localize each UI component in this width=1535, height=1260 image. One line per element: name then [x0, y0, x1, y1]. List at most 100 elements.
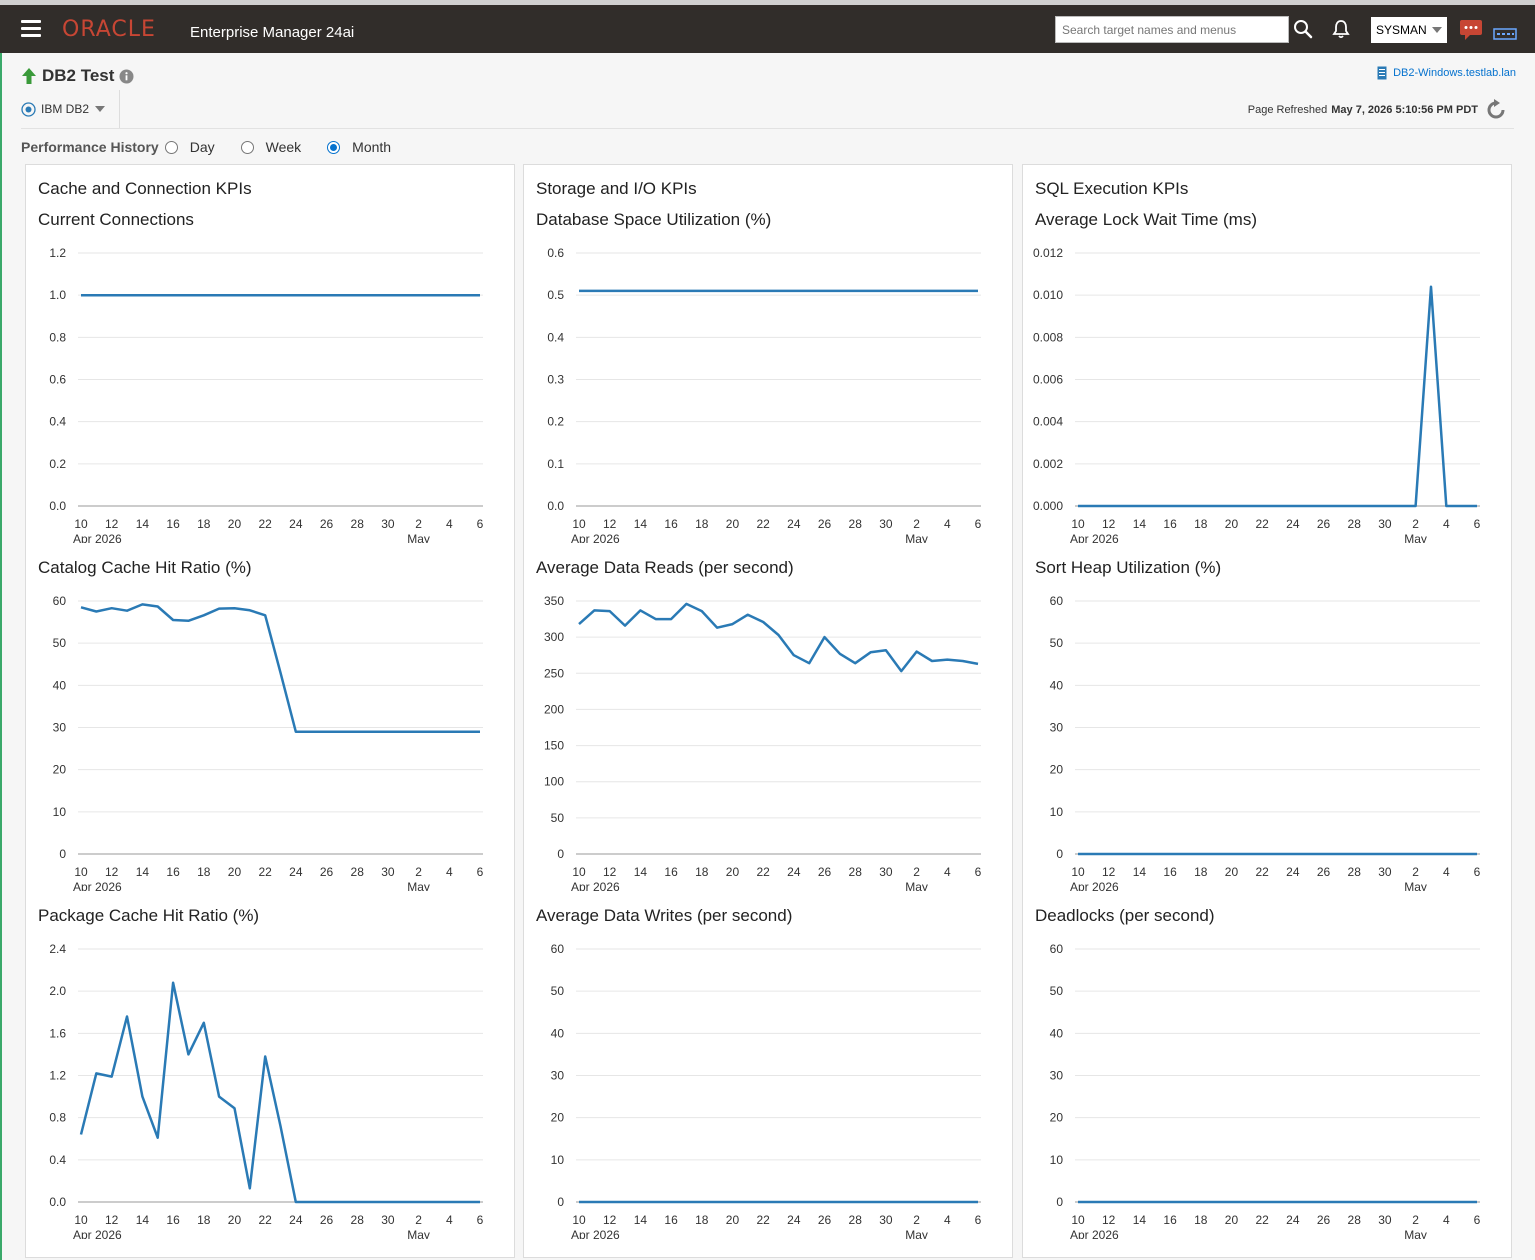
panel-cache-connection: Cache and Connection KPIs Current Connec… — [25, 164, 515, 1258]
chevron-down-icon — [1432, 27, 1442, 33]
x-tick-label: 2 — [415, 865, 422, 879]
y-tick-label: 30 — [551, 1069, 565, 1083]
info-icon[interactable] — [119, 69, 134, 84]
y-tick-label: 0 — [59, 847, 66, 861]
radio-week-button[interactable] — [240, 140, 254, 154]
x-tick-label: 26 — [320, 865, 334, 879]
x-tick-label: 20 — [228, 1213, 242, 1227]
x-tick-label: 2 — [913, 1213, 920, 1227]
x-tick-label: 16 — [664, 517, 678, 531]
x-tick-label: 26 — [1317, 517, 1331, 531]
x-month-label: May — [905, 532, 928, 543]
refresh-icon[interactable] — [1484, 98, 1508, 122]
y-tick-label: 200 — [544, 702, 564, 716]
y-tick-label: 0.002 — [1033, 457, 1063, 471]
x-tick-label: 16 — [166, 1213, 180, 1227]
x-tick-label: 26 — [1317, 865, 1331, 879]
radio-month-button[interactable] — [327, 140, 341, 154]
y-tick-label: 150 — [544, 739, 564, 753]
x-tick-label: 28 — [849, 517, 863, 531]
x-tick-label: 28 — [849, 865, 863, 879]
series-line — [578, 602, 979, 673]
x-tick-label: 20 — [1225, 865, 1239, 879]
x-tick-label: 2 — [1412, 865, 1419, 879]
y-tick-label: 40 — [1050, 678, 1064, 692]
chat-icon[interactable] — [1459, 19, 1483, 41]
y-tick-label: 0.008 — [1033, 330, 1063, 344]
x-tick-label: 24 — [289, 1213, 303, 1227]
x-tick-label: 18 — [197, 1213, 211, 1227]
x-tick-label: 28 — [849, 1213, 863, 1227]
x-tick-label: 20 — [1225, 517, 1239, 531]
x-tick-label: 26 — [320, 517, 334, 531]
y-tick-label: 10 — [1050, 805, 1064, 819]
chart-package-cache-hit-ratio: 2.42.01.61.20.80.40.010 12 14 16 18 20 22 24 26 2… — [49, 942, 483, 1239]
radio-month[interactable]: Month — [327, 139, 391, 155]
radio-day-button[interactable] — [164, 140, 178, 154]
x-month-label: May — [905, 1228, 928, 1239]
x-tick-label: 30 — [381, 1213, 395, 1227]
x-tick-label: 22 — [756, 517, 770, 531]
radio-day-label: Day — [189, 139, 215, 155]
x-tick-label: 28 — [351, 865, 365, 879]
panel-title: Cache and Connection KPIs — [38, 179, 252, 198]
x-tick-label: 30 — [1378, 517, 1392, 531]
performance-history-selector: Performance History Day Week Month — [21, 138, 417, 156]
x-tick-label: 10 — [1071, 865, 1085, 879]
chart-database-space-utilization: 0.60.50.40.30.20.10.010 12 14 16 18 20 22 24 26 2… — [547, 246, 981, 543]
chart-title: Sort Heap Utilization (%) — [1035, 558, 1222, 577]
y-tick-label: 60 — [1050, 594, 1064, 608]
y-tick-label: 0.010 — [1033, 288, 1063, 302]
host-link[interactable]: DB2-Windows.testlab.lan — [1377, 66, 1516, 80]
y-tick-label: 10 — [551, 1153, 565, 1167]
x-tick-label: 18 — [1194, 517, 1208, 531]
x-tick-label: 28 — [1348, 1213, 1362, 1227]
user-menu[interactable]: SYSMAN — [1371, 17, 1447, 43]
x-tick-label: 24 — [1286, 1213, 1300, 1227]
hamburger-menu-icon[interactable] — [21, 20, 41, 38]
y-tick-label: 0.000 — [1033, 499, 1063, 513]
x-tick-label: 16 — [1163, 865, 1177, 879]
x-tick-label: 22 — [1255, 1213, 1269, 1227]
x-tick-label: 14 — [136, 865, 150, 879]
left-accent-strip — [0, 53, 2, 1260]
search-input[interactable] — [1055, 16, 1289, 43]
bell-icon[interactable] — [1331, 19, 1351, 39]
x-month-label: Apr 2026 — [1070, 532, 1119, 543]
y-tick-label: 40 — [53, 678, 67, 692]
x-tick-label: 10 — [1071, 517, 1085, 531]
x-tick-label: 18 — [695, 1213, 709, 1227]
x-tick-label: 22 — [258, 1213, 272, 1227]
radio-day[interactable]: Day — [164, 139, 215, 155]
chart-current-connections: 1.21.00.80.60.40.20.010 12 14 16 18 20 22 24 26 2… — [49, 246, 483, 543]
y-tick-label: 20 — [1050, 1111, 1064, 1125]
x-tick-label: 4 — [1443, 517, 1450, 531]
y-tick-label: 1.2 — [49, 1069, 66, 1083]
target-type-icon — [21, 101, 36, 117]
y-tick-label: 0.012 — [1033, 246, 1063, 260]
x-tick-label: 6 — [975, 1213, 982, 1227]
app-status-icon[interactable] — [1493, 27, 1517, 41]
x-month-label: May — [407, 1228, 430, 1239]
chart-average-lock-wait-time: 0.012 0.010 0.008 0.006 0.004 0.002 0.000 10 12 1… — [1033, 246, 1481, 543]
x-tick-label: 14 — [136, 1213, 150, 1227]
panel-sql-execution: SQL Execution KPIs Average Lock Wait Tim… — [1022, 164, 1512, 1258]
search-icon[interactable] — [1293, 19, 1313, 39]
y-tick-label: 60 — [1050, 942, 1064, 956]
radio-week[interactable]: Week — [240, 139, 301, 155]
y-tick-label: 0.006 — [1033, 373, 1063, 387]
chart-title: Catalog Cache Hit Ratio (%) — [38, 558, 252, 577]
x-tick-label: 26 — [320, 1213, 334, 1227]
y-tick-label: 0.3 — [547, 373, 564, 387]
y-tick-label: 0.6 — [547, 246, 564, 260]
chart-title: Average Data Reads (per second) — [536, 558, 794, 577]
x-tick-label: 12 — [603, 517, 617, 531]
target-type-menu[interactable]: IBM DB2 — [21, 100, 106, 118]
x-tick-label: 14 — [1133, 865, 1147, 879]
chevron-down-icon — [95, 106, 106, 112]
y-tick-label: 30 — [1050, 721, 1064, 735]
x-tick-label: 30 — [381, 865, 395, 879]
y-tick-label: 100 — [544, 775, 564, 789]
